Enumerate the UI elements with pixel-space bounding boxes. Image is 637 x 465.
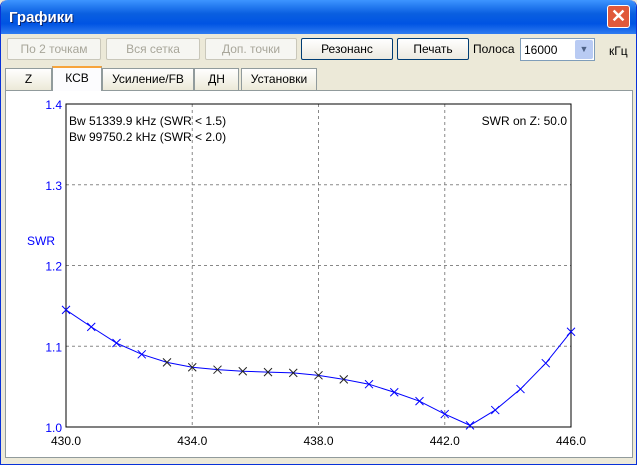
data-point-marker [465, 421, 475, 430]
y-tick-label: 1.0 [45, 421, 62, 435]
plot-frame [65, 103, 572, 428]
band-select[interactable]: 16000 ▼ [520, 38, 595, 61]
data-point-marker [137, 349, 147, 359]
x-tick-label: 434.0 [177, 434, 207, 448]
data-point-marker [112, 338, 121, 348]
all-grid-button[interactable]: Вся сетка [106, 38, 200, 60]
data-point-marker [263, 367, 273, 377]
y-tick-label: 1.1 [45, 340, 62, 354]
title-bar[interactable]: Графики ✕ [1, 0, 636, 34]
data-point-marker [288, 368, 298, 378]
y-tick-label: 1.3 [45, 179, 62, 193]
two-points-button[interactable]: По 2 точкам [7, 38, 101, 60]
tab-swr[interactable]: КСВ [52, 66, 102, 91]
window-title: Графики [9, 9, 74, 26]
data-point-marker [213, 365, 222, 375]
data-point-marker [415, 396, 424, 406]
extra-points-button[interactable]: Доп. точки [205, 38, 297, 60]
print-button[interactable]: Печать [397, 38, 469, 60]
data-point-marker [541, 358, 551, 368]
data-point-marker [86, 322, 96, 332]
data-point-marker [566, 327, 576, 337]
x-tick-label: 438.0 [303, 434, 333, 448]
close-icon[interactable]: ✕ [607, 5, 630, 28]
swr-z-annotation: SWR on Z: 50.0 [482, 114, 568, 128]
band-unit: кГц [609, 44, 628, 58]
chevron-down-icon[interactable]: ▼ [575, 40, 593, 59]
resonance-button[interactable]: Резонанс [301, 38, 393, 60]
data-point-marker [162, 358, 172, 367]
y-axis-label: SWR [27, 234, 55, 248]
bw-annotation-2: Bw 99750.2 kHz (SWR < 2.0) [69, 130, 226, 144]
band-label: Полоса [473, 42, 515, 56]
data-point-marker [238, 366, 248, 376]
data-point-marker [516, 384, 525, 394]
tab-z[interactable]: Z [5, 68, 52, 90]
bw-annotation-1: Bw 51339.9 kHz (SWR < 1.5) [69, 114, 226, 128]
tab-settings[interactable]: Установки [241, 68, 317, 90]
y-tick-label: 1.4 [45, 98, 62, 112]
data-point-marker [440, 409, 450, 419]
band-value: 16000 [524, 43, 558, 57]
x-tick-label: 430.0 [51, 434, 81, 448]
tab-pattern[interactable]: ДН [194, 68, 239, 90]
x-tick-label: 442.0 [430, 434, 460, 448]
data-point-marker [61, 305, 71, 315]
data-point-marker [364, 379, 374, 389]
x-tick-label: 446.0 [556, 434, 586, 448]
tab-gain-fb[interactable]: Усиление/FB [102, 68, 194, 90]
data-point-marker [389, 387, 399, 397]
y-tick-label: 1.2 [45, 260, 62, 274]
data-point-marker [187, 362, 197, 372]
data-point-marker [339, 375, 349, 384]
data-point-marker [314, 370, 323, 380]
data-point-marker [490, 405, 500, 415]
